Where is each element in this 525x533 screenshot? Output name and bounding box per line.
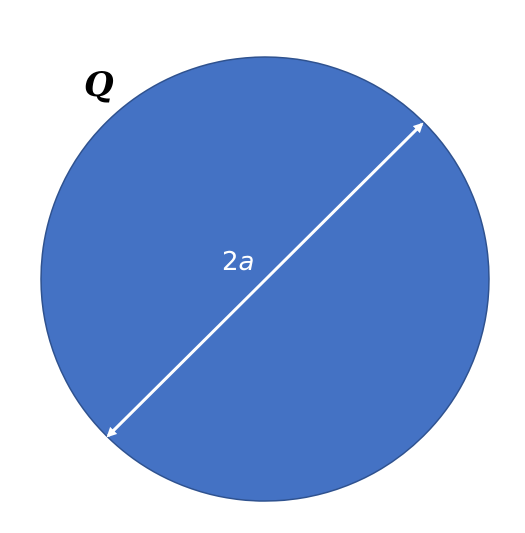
diameter-coefficient: 2 — [222, 247, 239, 277]
charge-label: Q — [84, 65, 114, 105]
diameter-variable: a — [239, 247, 255, 277]
diameter-arrow — [106, 122, 424, 438]
diameter-label: 2a — [222, 247, 254, 277]
